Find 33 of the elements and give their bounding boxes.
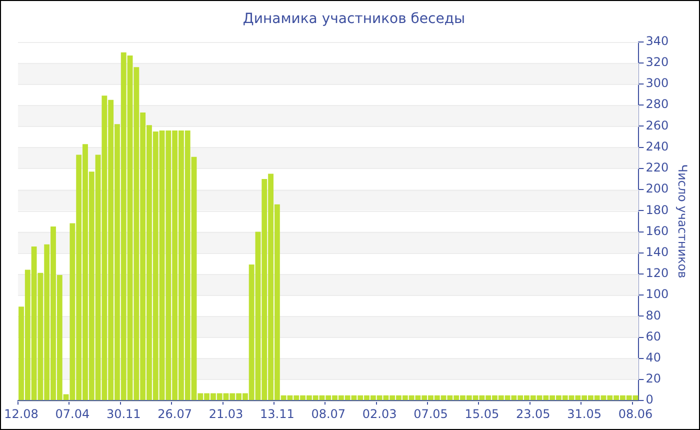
chart-title: Динамика участников беседы (242, 11, 466, 28)
x-tick-label: 23.05 (516, 406, 550, 421)
x-tick-label: 08.07 (311, 406, 346, 421)
y-tick-label: 240 (646, 139, 669, 154)
y-tick-label: 80 (646, 308, 661, 322)
y-tick-label: 220 (646, 160, 669, 175)
y-tick-label: 60 (646, 329, 661, 344)
x-tick-label: 07.04 (55, 406, 90, 421)
y-tick-label: 300 (646, 76, 669, 90)
y-tick-label: 260 (646, 118, 669, 132)
y-tick-label: 280 (646, 97, 669, 112)
y-tick-label: 160 (646, 224, 669, 238)
x-tick-label: 26.07 (158, 406, 192, 421)
y-tick-label: 120 (646, 266, 669, 280)
x-tick-label: 31.05 (567, 406, 602, 421)
x-tick-label: 15.05 (464, 406, 500, 421)
y-tick-label: 140 (646, 244, 669, 259)
y-tick-label: 320 (646, 55, 669, 70)
x-tick-label: 13.11 (260, 406, 294, 421)
x-tick-label: 08.06 (618, 406, 653, 421)
y-tick-label: 340 (646, 34, 669, 48)
y-tick-label: 40 (646, 350, 661, 365)
y-axis-title: Число участников (676, 164, 690, 278)
y-tick-label: 20 (646, 372, 661, 386)
x-tick-label: 12.08 (4, 406, 38, 421)
x-tick-label: 07.05 (414, 406, 448, 421)
x-tick-label: 21.03 (208, 406, 244, 421)
x-tick-label: 02.03 (362, 406, 397, 421)
y-tick-label: 180 (646, 202, 669, 217)
x-tick-label: 30.11 (106, 406, 141, 421)
y-tick-label: 0 (646, 392, 654, 407)
y-tick-label: 100 (646, 287, 669, 302)
y-tick-label: 200 (646, 182, 669, 196)
